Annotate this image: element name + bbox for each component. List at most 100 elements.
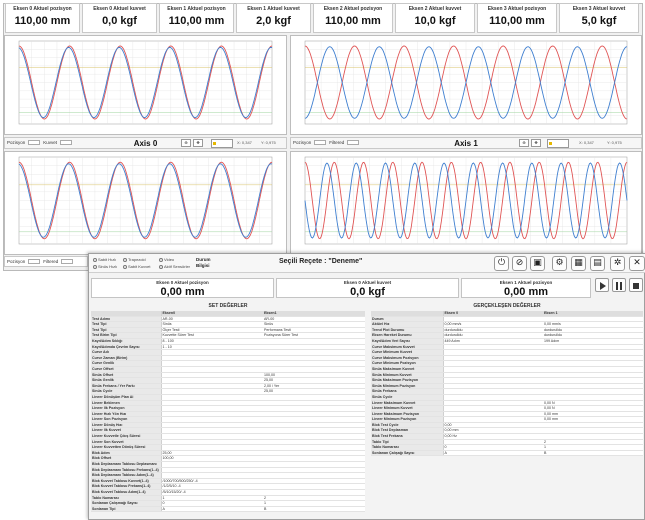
row-value	[263, 400, 365, 407]
column-header: Eksen 1	[543, 311, 643, 317]
pan-button[interactable]: ✥	[531, 139, 541, 147]
radio-trapezoid[interactable]: Trapezoid	[123, 257, 146, 262]
row-value	[263, 355, 365, 362]
row-value: A	[161, 506, 263, 513]
row-label: Lineer Kuvvetle Çıkış Süresi	[91, 433, 162, 440]
row-value	[443, 394, 543, 401]
row-value	[543, 427, 643, 435]
row-value	[263, 467, 365, 474]
recipe-window: Sabit Hızlı Sinüs Hızlı Trapezoid Sabit …	[88, 253, 645, 520]
row-value	[161, 472, 263, 479]
trend-plot	[304, 40, 628, 125]
header-axis3-position: Eksen 3 Aktuel pozisyon 110,00 mm	[477, 3, 557, 33]
row-value	[543, 377, 643, 384]
row-label: Tablo Tipi	[371, 439, 444, 446]
row-value: Performans Testi	[263, 327, 365, 334]
radio-sinus-hizli[interactable]: Sinüs Hızlı	[93, 264, 117, 269]
table-row: Sinüs Cycle 25,00	[91, 388, 365, 395]
chart-axis1-top[interactable]	[290, 35, 642, 135]
radio-video[interactable]: Video	[159, 257, 174, 262]
table-row: Blok Kuvvet Tablosu Frekans(1..4)/1/2/5/…	[91, 483, 365, 490]
position-legend-swatch	[314, 140, 327, 145]
pause-button[interactable]	[612, 278, 626, 292]
row-value: 0,00 mm	[543, 416, 643, 423]
row-value: /5/10/15/20/ -4	[161, 489, 263, 496]
row-label: Tablo Numarası	[91, 495, 162, 502]
close-icon[interactable]: ✕	[629, 256, 645, 271]
row-value: 8 - 100	[161, 338, 263, 345]
table-row: Blok Test Deplasman 0,00 mm	[371, 427, 643, 435]
row-label: Sinüs Genlik	[91, 377, 162, 384]
pan-button[interactable]: ✥	[193, 139, 203, 147]
row-label: Test Tipi	[91, 321, 162, 328]
table-row: Sonlanan Çalışmağı Sayısı 0 1	[91, 500, 365, 507]
table-row: Blok Deplasmanı Tablosu Frekans(1..4)	[91, 467, 365, 474]
row-value	[263, 394, 365, 401]
row-value	[263, 349, 365, 356]
table-row: Kayıt/Adımda Çevrim Sayısı 1 - 10	[91, 344, 365, 351]
radio-sabit-hizli[interactable]: Sabit Hızlı	[93, 257, 116, 262]
axis1-title: Axis 1	[454, 139, 478, 148]
row-label: Lineer Minimum Kuvvet	[371, 405, 444, 412]
table-row: Curve Genlik	[91, 360, 365, 367]
play-button[interactable]	[595, 278, 609, 292]
set-values-table: Eksen0 Eksen1 Test Adımı AR-00 AR-00 Test Tip…	[91, 311, 365, 513]
row-value	[263, 427, 365, 435]
zoom-button[interactable]: ⊕	[181, 139, 191, 147]
radio-aktif-sensorler[interactable]: Aktif Sensörler	[159, 264, 190, 269]
force-legend-swatch	[60, 140, 73, 145]
position-series-line	[304, 46, 628, 119]
table-row: Blok Adım 25,00	[91, 450, 365, 457]
row-label: Test Birim Tipi	[91, 332, 162, 339]
chart-axis1-bottom[interactable]	[290, 151, 642, 255]
gear-icon[interactable]: ✲	[610, 256, 625, 271]
row-value: A	[443, 450, 543, 457]
row-label: Sonlanan Çalışağı Sayısı	[371, 450, 444, 457]
row-value: 1	[543, 444, 643, 451]
table-row: Sonlanan Çalışağı Sayısı A B	[371, 450, 643, 457]
row-value: B	[263, 506, 365, 513]
table-row: Lineer Son Pozisyon	[91, 416, 365, 423]
row-value	[443, 405, 543, 412]
row-label: Lineer Dönüşüm Plan Ai	[91, 394, 162, 401]
power-icon[interactable]: ⏻	[494, 256, 509, 271]
cursor-box[interactable]	[211, 139, 233, 148]
report-icon[interactable]: ▤	[590, 256, 605, 271]
table-row: Blok Kuvvet Tablosu Adım(1..4)/5/10/15/2…	[91, 489, 365, 496]
row-value	[161, 388, 263, 395]
grid-icon[interactable]: ▦	[571, 256, 586, 271]
chart-axis0-top[interactable]	[4, 35, 287, 135]
stop-button[interactable]	[629, 278, 643, 292]
zoom-button[interactable]: ⊕	[519, 139, 529, 147]
row-value	[161, 366, 263, 373]
row-label: Lineer Maksimum Pozisyon	[371, 411, 444, 418]
cursor-box[interactable]	[547, 139, 569, 148]
table-row: Blok Test Cycle 0,00	[371, 422, 643, 429]
row-value	[161, 400, 263, 407]
row-value	[543, 355, 643, 362]
row-value	[263, 405, 365, 412]
position-legend-swatch	[28, 140, 41, 145]
trend-plot	[304, 156, 628, 245]
stop-icon[interactable]: ⊘	[512, 256, 527, 271]
row-label: Lineer Kuvvetten Dönüş Süresi	[91, 444, 162, 451]
axis0-bottom-legend: Pozisyon Filtered	[4, 256, 88, 267]
row-value	[263, 439, 365, 446]
settings-icon[interactable]: ⚙	[552, 256, 567, 271]
row-value	[443, 388, 543, 395]
row-value: 199 Adım	[543, 338, 643, 345]
row-label: Sinüs Maksimum Pozisyon	[371, 377, 444, 384]
table-row: Curve Minimum Kuvvet	[371, 349, 643, 356]
row-value	[263, 360, 365, 367]
row-value	[443, 400, 543, 407]
row-label: Lineer Beklenen	[91, 400, 162, 407]
row-value	[543, 394, 643, 401]
actual-values-title: GERÇEKLEŞEN DEĞERLER	[473, 303, 541, 309]
row-label: Blok Kuvvet Tablosu Adım(1..4)	[91, 489, 162, 496]
row-label: Sinüs Frekans	[371, 388, 444, 395]
camera-icon[interactable]: ▣	[530, 256, 545, 271]
chart-axis0-bottom[interactable]	[4, 151, 287, 255]
radio-sabit-kuvvet[interactable]: Sabit Kuvvet	[123, 264, 150, 269]
row-value	[161, 433, 263, 440]
row-label: Test Adımı	[91, 316, 162, 323]
